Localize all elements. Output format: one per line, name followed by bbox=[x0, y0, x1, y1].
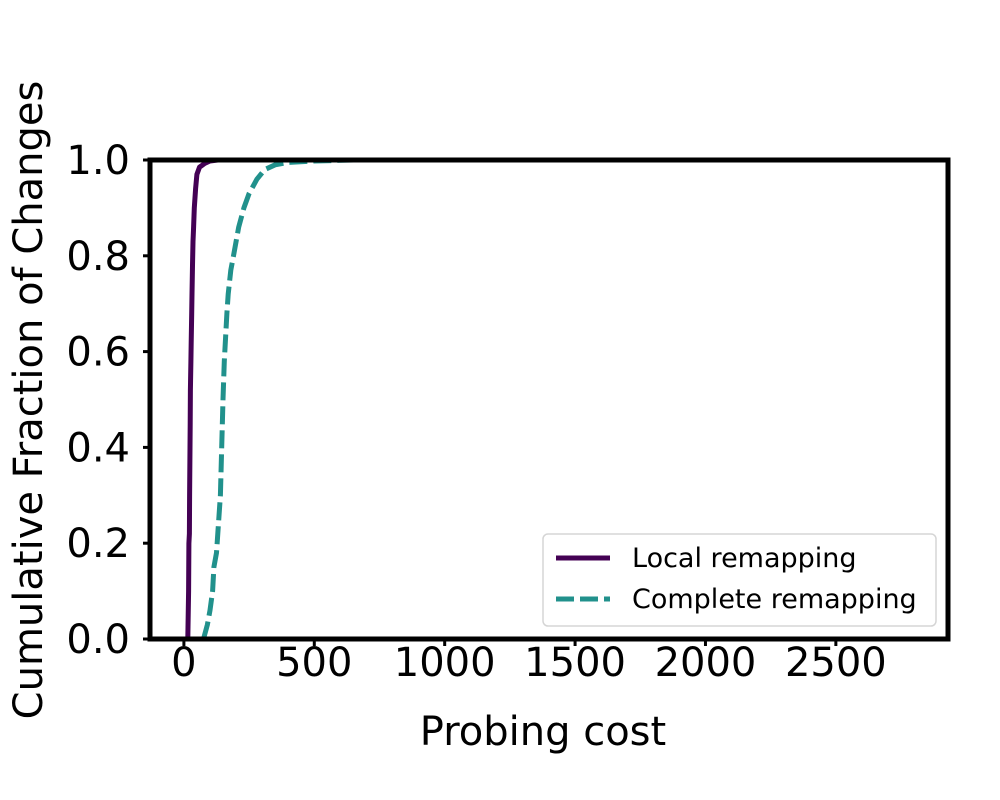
ticks-layer: 0 500 1000 1500 2000 2500 0.0 0.2 0.4 0.6 0.8 1.0 bbox=[66, 138, 886, 686]
y-tick-label: 1.0 bbox=[66, 138, 130, 184]
plot-frame bbox=[147, 157, 951, 642]
x-tick-label: 500 bbox=[276, 640, 352, 686]
x-axis-title: Probing cost bbox=[420, 709, 666, 755]
y-tick-label: 0.4 bbox=[66, 425, 130, 471]
legend-label-complete-remapping: Complete remapping bbox=[632, 584, 917, 615]
y-axis-title: Cumulative Fraction of Changes bbox=[6, 81, 52, 720]
y-tick-label: 0.2 bbox=[66, 521, 130, 567]
y-tick-label: 0.0 bbox=[66, 617, 130, 663]
series-layer bbox=[185, 157, 915, 640]
series-line-0 bbox=[185, 157, 915, 640]
x-tick-label: 1000 bbox=[394, 640, 496, 686]
x-tick-label: 2000 bbox=[655, 640, 757, 686]
y-tick-label: 0.8 bbox=[66, 234, 130, 280]
x-tick-label: 1500 bbox=[524, 640, 626, 686]
y-tick-label: 0.6 bbox=[66, 330, 130, 376]
legend-box bbox=[542, 533, 937, 627]
legend-label-local-remapping: Local remapping bbox=[632, 543, 857, 574]
legend: Local remapping Complete remapping bbox=[542, 533, 937, 627]
series-line-1 bbox=[201, 157, 915, 640]
x-tick-label: 2500 bbox=[785, 640, 887, 686]
x-tick-label: 0 bbox=[171, 640, 196, 686]
